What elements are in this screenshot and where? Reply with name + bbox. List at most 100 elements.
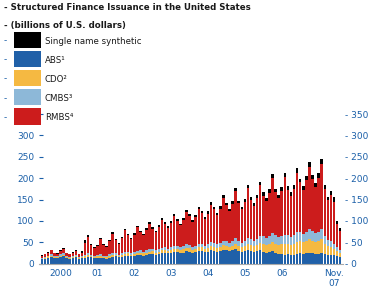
Bar <box>87 236 89 237</box>
Bar <box>311 241 314 253</box>
Bar <box>259 250 262 264</box>
Bar <box>139 251 142 253</box>
Bar <box>265 245 268 253</box>
Bar <box>121 253 123 255</box>
Bar <box>105 246 108 247</box>
Bar <box>81 256 83 257</box>
Bar <box>302 242 305 254</box>
Bar <box>280 187 283 191</box>
Bar <box>204 219 206 246</box>
Bar <box>127 236 129 252</box>
Bar <box>262 236 264 244</box>
Bar <box>87 253 89 255</box>
Bar <box>115 253 117 255</box>
Bar <box>228 211 231 243</box>
Bar <box>265 239 268 245</box>
Bar <box>44 254 46 257</box>
Bar <box>262 196 264 236</box>
Bar <box>216 248 218 252</box>
Bar <box>333 255 335 264</box>
Bar <box>253 252 255 264</box>
Bar <box>317 254 320 264</box>
Bar <box>161 248 163 251</box>
Bar <box>81 257 83 258</box>
Bar <box>222 241 225 245</box>
Bar <box>53 258 56 264</box>
Bar <box>118 257 120 264</box>
Bar <box>142 252 145 253</box>
Bar <box>69 254 71 257</box>
Bar <box>250 245 252 251</box>
Bar <box>305 232 308 241</box>
Bar <box>139 232 142 251</box>
Bar <box>148 252 151 254</box>
Bar <box>271 178 274 233</box>
Bar <box>90 245 92 255</box>
Bar <box>207 244 209 248</box>
Bar <box>112 234 114 253</box>
Bar <box>182 220 185 246</box>
Bar <box>330 195 332 241</box>
Bar <box>136 253 138 255</box>
Bar <box>195 214 197 217</box>
Bar <box>219 243 222 247</box>
Bar <box>311 175 314 179</box>
Bar <box>93 258 96 264</box>
Bar <box>47 256 50 258</box>
Bar <box>148 224 151 249</box>
Bar <box>234 239 237 243</box>
Bar <box>268 189 271 193</box>
Bar <box>314 233 317 242</box>
Bar <box>290 192 292 196</box>
Bar <box>207 252 209 264</box>
Bar <box>87 237 89 253</box>
Bar <box>188 252 191 264</box>
Bar <box>200 244 203 248</box>
Bar <box>78 254 80 257</box>
Bar <box>284 173 286 177</box>
Bar <box>222 250 225 264</box>
Bar <box>191 253 194 264</box>
Text: -: - <box>4 56 7 64</box>
Bar <box>207 248 209 252</box>
Bar <box>204 246 206 249</box>
Bar <box>323 236 326 243</box>
Bar <box>62 248 65 249</box>
Bar <box>195 217 197 246</box>
Text: CMBS³: CMBS³ <box>45 94 73 103</box>
Bar <box>274 189 277 192</box>
Bar <box>244 241 246 246</box>
Bar <box>287 186 289 190</box>
Bar <box>256 198 259 239</box>
Bar <box>271 251 274 264</box>
Bar <box>280 236 283 244</box>
Text: -: - <box>4 37 7 45</box>
Bar <box>96 246 99 255</box>
Bar <box>231 204 234 241</box>
Bar <box>225 205 228 241</box>
Bar <box>148 222 151 224</box>
Bar <box>136 226 138 227</box>
Bar <box>99 254 102 256</box>
Bar <box>305 253 308 264</box>
Bar <box>336 224 338 248</box>
Bar <box>90 256 92 257</box>
Bar <box>102 245 105 255</box>
Bar <box>102 258 105 264</box>
Bar <box>74 255 77 256</box>
Bar <box>139 231 142 232</box>
Bar <box>268 236 271 243</box>
Bar <box>336 221 338 224</box>
Bar <box>124 230 126 252</box>
Bar <box>167 253 169 264</box>
Bar <box>161 251 163 253</box>
Bar <box>339 250 341 253</box>
Bar <box>274 243 277 253</box>
Bar <box>148 249 151 252</box>
Bar <box>314 183 317 187</box>
Bar <box>253 203 255 206</box>
Bar <box>262 192 264 196</box>
Bar <box>302 186 305 190</box>
Bar <box>262 252 264 264</box>
Bar <box>222 198 225 241</box>
